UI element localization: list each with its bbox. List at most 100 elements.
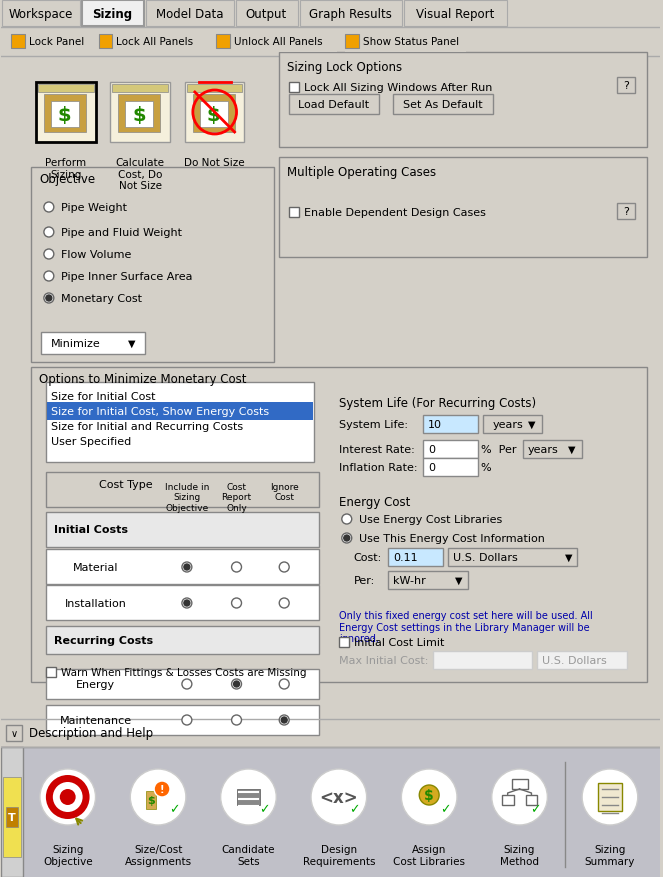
Circle shape bbox=[44, 203, 54, 213]
Circle shape bbox=[53, 782, 83, 812]
Text: Load Default: Load Default bbox=[298, 100, 369, 110]
Circle shape bbox=[231, 562, 241, 573]
Bar bbox=[185, 83, 245, 143]
Text: ▼: ▼ bbox=[565, 553, 572, 562]
Text: Installation: Installation bbox=[64, 598, 127, 609]
Text: Enable Dependent Design Cases: Enable Dependent Design Cases bbox=[304, 208, 486, 217]
Text: Use This Energy Cost Information: Use This Energy Cost Information bbox=[359, 533, 544, 544]
Text: Sizing
Method: Sizing Method bbox=[500, 845, 539, 866]
Text: Design
Requirements: Design Requirements bbox=[302, 845, 375, 866]
Bar bbox=[345, 33, 466, 53]
Circle shape bbox=[184, 601, 190, 606]
Text: Flow Volume: Flow Volume bbox=[61, 250, 131, 260]
Bar bbox=[512, 779, 528, 789]
Text: U.S. Dollars: U.S. Dollars bbox=[453, 553, 518, 562]
Text: Size/Cost
Assignments: Size/Cost Assignments bbox=[125, 845, 192, 866]
Bar bbox=[1, 747, 660, 877]
Bar bbox=[187, 85, 243, 93]
Text: Cost Type: Cost Type bbox=[99, 480, 152, 489]
Text: years: years bbox=[528, 445, 558, 454]
Text: Description and Help: Description and Help bbox=[29, 727, 153, 739]
Text: Sizing
Summary: Sizing Summary bbox=[585, 845, 635, 866]
Circle shape bbox=[419, 785, 439, 805]
Bar bbox=[51, 102, 79, 128]
Text: <x>: <x> bbox=[320, 788, 358, 806]
Text: ▼: ▼ bbox=[568, 445, 575, 454]
Circle shape bbox=[182, 715, 192, 725]
Bar bbox=[423, 440, 478, 459]
Text: 0: 0 bbox=[428, 462, 435, 473]
Text: Candidate
Sets: Candidate Sets bbox=[221, 845, 275, 866]
Bar bbox=[46, 473, 319, 508]
Bar bbox=[41, 332, 145, 354]
Text: kW-hr: kW-hr bbox=[393, 575, 426, 585]
Bar bbox=[617, 203, 634, 220]
Circle shape bbox=[231, 598, 241, 609]
Circle shape bbox=[342, 515, 352, 524]
Text: %: % bbox=[481, 462, 491, 473]
Bar bbox=[2, 1, 80, 27]
Bar bbox=[215, 33, 337, 53]
Text: Objective: Objective bbox=[39, 173, 95, 186]
Bar bbox=[99, 35, 113, 49]
Circle shape bbox=[582, 769, 638, 825]
Bar bbox=[345, 35, 359, 49]
Text: Visual Report: Visual Report bbox=[416, 8, 494, 20]
Bar bbox=[237, 789, 261, 805]
Circle shape bbox=[44, 228, 54, 238]
Text: Cost:: Cost: bbox=[354, 553, 382, 562]
Bar bbox=[46, 382, 314, 462]
Bar bbox=[1, 0, 660, 28]
Bar bbox=[393, 95, 493, 115]
Bar bbox=[44, 95, 86, 132]
Text: Material: Material bbox=[73, 562, 118, 573]
Circle shape bbox=[279, 598, 289, 609]
Bar bbox=[289, 83, 299, 93]
Text: 10: 10 bbox=[428, 419, 442, 430]
Bar bbox=[31, 168, 274, 362]
Bar bbox=[46, 549, 319, 584]
Circle shape bbox=[44, 294, 54, 303]
Text: Unlock All Panels: Unlock All Panels bbox=[233, 37, 322, 47]
Bar bbox=[146, 1, 233, 27]
Circle shape bbox=[281, 717, 287, 724]
Bar bbox=[538, 652, 627, 669]
Text: ∨: ∨ bbox=[11, 728, 18, 738]
Circle shape bbox=[279, 562, 289, 573]
Bar bbox=[11, 33, 91, 53]
Text: $: $ bbox=[133, 105, 146, 125]
Circle shape bbox=[279, 679, 289, 689]
Bar bbox=[598, 783, 622, 811]
Text: ▼: ▼ bbox=[128, 339, 135, 348]
Text: Size for Initial and Recurring Costs: Size for Initial and Recurring Costs bbox=[51, 422, 243, 431]
Bar bbox=[279, 53, 646, 148]
Bar bbox=[46, 667, 56, 677]
Text: Energy: Energy bbox=[76, 679, 115, 689]
Bar bbox=[46, 585, 319, 620]
Text: $: $ bbox=[147, 795, 155, 805]
Circle shape bbox=[401, 769, 457, 825]
Circle shape bbox=[131, 769, 186, 825]
Bar bbox=[448, 548, 577, 567]
Circle shape bbox=[221, 769, 276, 825]
Text: Max Initial Cost:: Max Initial Cost: bbox=[339, 655, 428, 666]
Text: Energy Cost: Energy Cost bbox=[339, 496, 410, 509]
Text: ?: ? bbox=[623, 207, 629, 217]
Text: Lock All Panels: Lock All Panels bbox=[117, 37, 194, 47]
Text: Inflation Rate:: Inflation Rate: bbox=[339, 462, 417, 473]
Bar bbox=[200, 102, 227, 128]
Text: ✓: ✓ bbox=[349, 802, 360, 816]
Text: Interest Rate:: Interest Rate: bbox=[339, 445, 414, 454]
Bar bbox=[99, 33, 208, 53]
Text: User Specified: User Specified bbox=[51, 437, 131, 446]
Bar bbox=[119, 95, 160, 132]
Circle shape bbox=[344, 535, 350, 541]
Text: ▼: ▼ bbox=[455, 575, 463, 585]
Text: Assign
Cost Libraries: Assign Cost Libraries bbox=[393, 845, 465, 866]
Bar bbox=[423, 416, 478, 433]
Circle shape bbox=[154, 781, 170, 797]
Bar bbox=[82, 1, 144, 27]
Text: Model Data: Model Data bbox=[156, 8, 223, 20]
Text: Do Not Size: Do Not Size bbox=[184, 158, 245, 168]
Text: Monetary Cost: Monetary Cost bbox=[61, 294, 142, 303]
